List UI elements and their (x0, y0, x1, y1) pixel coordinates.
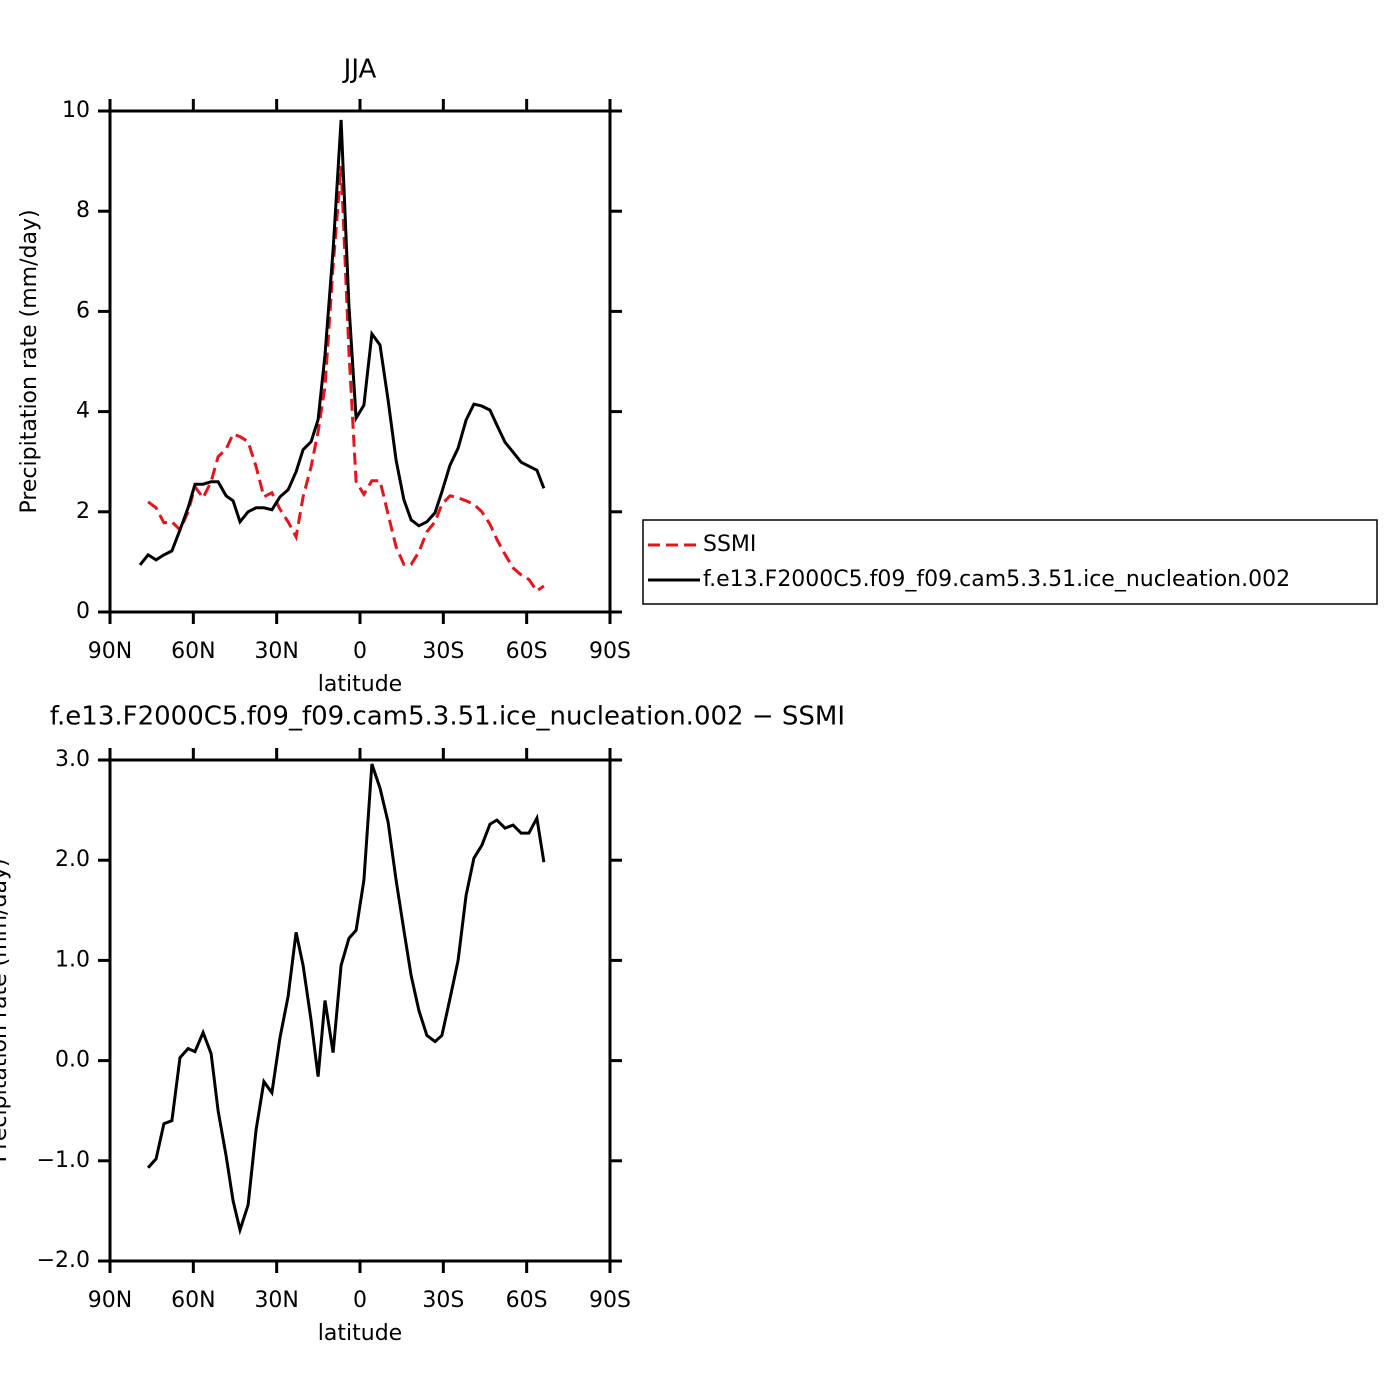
y-tick-label: −2.0 (37, 1248, 90, 1273)
x-tick-label: 90N (88, 1288, 132, 1313)
y-tick-label: 3.0 (55, 747, 90, 772)
legend-box (642, 519, 1378, 605)
y-tick-label: 2.0 (55, 847, 90, 872)
x-tick-label: 0 (353, 1288, 367, 1313)
x-tick-label: 90S (589, 1288, 631, 1313)
y-tick-label: 4 (76, 399, 90, 424)
data-line (147, 165, 545, 594)
plot-frame (108, 109, 612, 614)
x-tick-label: 90S (589, 639, 631, 664)
legend-label: SSMI (703, 532, 756, 557)
y-tick-label: −1.0 (37, 1148, 90, 1173)
y-tick-label: 10 (62, 98, 90, 123)
y-tick-label: 1.0 (55, 947, 90, 972)
x-tick-label: 30S (422, 1288, 464, 1313)
x-tick-label: 60N (171, 639, 215, 664)
chart-title: f.e13.F2000C5.f09_f09.cam5.3.51.ice_nucl… (50, 702, 845, 732)
plot-frame (108, 758, 612, 1263)
data-line (138, 119, 546, 566)
x-tick-label: 60S (506, 639, 548, 664)
y-tick-label: 6 (76, 298, 90, 323)
x-tick-label: 90N (88, 639, 132, 664)
y-tick-label: 8 (76, 198, 90, 223)
data-line (146, 763, 546, 1236)
y-tick-label: 0.0 (55, 1048, 90, 1073)
x-tick-label: 30N (254, 639, 298, 664)
x-axis-label: latitude (318, 672, 402, 697)
x-tick-label: 0 (353, 639, 367, 664)
chart-title: JJA (342, 55, 377, 85)
y-tick-label: 0 (76, 599, 90, 624)
y-axis-label: Precipitation rate (mm/day) (17, 209, 42, 513)
y-axis-label: Precipitation rate (mm/day) (0, 858, 12, 1162)
y-tick-label: 2 (76, 499, 90, 524)
x-tick-label: 60S (506, 1288, 548, 1313)
x-tick-label: 60N (171, 1288, 215, 1313)
legend-label: f.e13.F2000C5.f09_f09.cam5.3.51.ice_nucl… (703, 567, 1290, 592)
x-tick-label: 30S (422, 639, 464, 664)
x-tick-label: 30N (254, 1288, 298, 1313)
x-axis-label: latitude (318, 1321, 402, 1346)
